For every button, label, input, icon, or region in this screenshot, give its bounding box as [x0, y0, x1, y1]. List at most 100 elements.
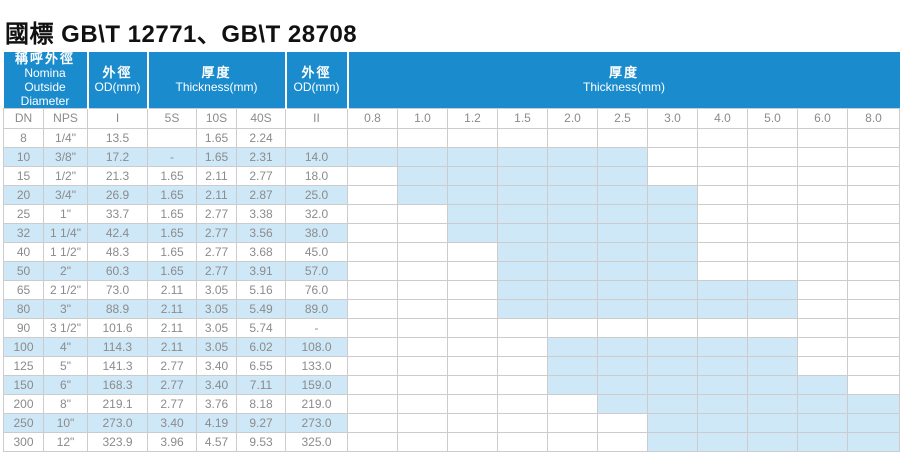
- thickness-availability-cell-0.8: [347, 128, 399, 149]
- thickness-availability-cell-1.5: [497, 318, 549, 339]
- group-label-zh: 外徑: [102, 64, 133, 80]
- thickness-availability-cell-6.0: [797, 261, 849, 282]
- thickness-availability-cell-1.5: [497, 185, 549, 206]
- group-od-series2: 外徑 OD(mm): [285, 52, 349, 109]
- thickness-availability-cell-4.0: [697, 128, 749, 149]
- sch40s-cell: 8.18: [235, 394, 287, 415]
- thickness-availability-cell-8.0: [847, 413, 900, 434]
- sch10s-cell: 3.05: [196, 318, 237, 339]
- od-series1-cell: 141.3: [87, 356, 148, 377]
- dn-cell: 25: [3, 204, 44, 225]
- nps-cell: 3 1/2": [43, 318, 88, 339]
- thickness-availability-cell-3.0: [647, 261, 699, 282]
- thickness-availability-cell-0.8: [347, 166, 399, 187]
- column-header-nps: NPS: [43, 108, 88, 130]
- thickness-availability-cell-8.0: [847, 166, 900, 187]
- od-series1-cell: 33.7: [87, 204, 148, 225]
- thickness-availability-cell-1.0: [397, 223, 449, 244]
- od-series2-cell: 219.0: [285, 394, 349, 415]
- dn-cell: 250: [3, 413, 44, 434]
- thickness-availability-cell-6.0: [797, 280, 849, 301]
- table-row-dn-125: 125 5" 141.3 2.77 3.40 6.55 133.0: [3, 356, 900, 377]
- table-row-dn-8: 8 1/4" 13.5 1.65 2.24: [3, 128, 900, 149]
- thickness-availability-cell-1.5: [497, 223, 549, 244]
- thickness-availability-cell-0.8: [347, 337, 399, 358]
- thickness-availability-cell-8.0: [847, 185, 900, 206]
- sch40s-cell: 9.27: [235, 413, 287, 434]
- sch40s-cell: 9.53: [235, 432, 287, 452]
- thickness-availability-cell-5.0: [747, 128, 799, 149]
- thickness-availability-cell-6.0: [797, 223, 849, 244]
- nps-cell: 6": [43, 375, 88, 396]
- column-header-0.8: 0.8: [347, 108, 399, 130]
- thickness-availability-cell-2.5: [597, 261, 649, 282]
- dn-cell: 10: [3, 147, 44, 168]
- sch40s-cell: 5.49: [235, 299, 287, 320]
- thickness-availability-cell-1.0: [397, 147, 449, 168]
- thickness-availability-cell-8.0: [847, 128, 900, 149]
- table-row-dn-100: 100 4" 114.3 2.11 3.05 6.02 108.0: [3, 337, 900, 358]
- thickness-availability-cell-5.0: [747, 356, 799, 377]
- group-label-zh: 外徑: [301, 64, 332, 80]
- thickness-availability-cell-3.0: [647, 432, 699, 452]
- thickness-availability-cell-8.0: [847, 432, 900, 452]
- sch10s-cell: 3.05: [196, 337, 237, 358]
- thickness-availability-cell-1.2: [447, 166, 499, 187]
- thickness-availability-cell-3.0: [647, 337, 699, 358]
- thickness-availability-cell-3.0: [647, 166, 699, 187]
- thickness-availability-cell-3.0: [647, 299, 699, 320]
- thickness-availability-cell-2.0: [547, 318, 599, 339]
- sch10s-cell: 1.65: [196, 147, 237, 168]
- od-series2-cell: 57.0: [285, 261, 349, 282]
- table-row-dn-25: 25 1" 33.7 1.65 2.77 3.38 32.0: [3, 204, 900, 225]
- thickness-availability-cell-6.0: [797, 166, 849, 187]
- group-header-row: 稱呼外徑 Nomina Outside Diameter 外徑 OD(mm) 厚…: [3, 51, 900, 109]
- thickness-availability-cell-6.0: [797, 204, 849, 225]
- thickness-availability-cell-2.5: [597, 318, 649, 339]
- thickness-availability-cell-1.2: [447, 432, 499, 452]
- thickness-availability-cell-4.0: [697, 356, 749, 377]
- od-series2-cell: 18.0: [285, 166, 349, 187]
- group-thickness-series1: 厚度 Thickness(mm): [147, 52, 287, 109]
- thickness-availability-cell-1.0: [397, 128, 449, 149]
- dn-cell: 50: [3, 261, 44, 282]
- thickness-availability-cell-1.5: [497, 413, 549, 434]
- od-series2-cell: 159.0: [285, 375, 349, 396]
- thickness-availability-cell-1.5: [497, 166, 549, 187]
- thickness-availability-cell-4.0: [697, 204, 749, 225]
- thickness-availability-cell-6.0: [797, 432, 849, 452]
- thickness-availability-cell-5.0: [747, 299, 799, 320]
- thickness-availability-cell-0.8: [347, 394, 399, 415]
- thickness-availability-cell-2.0: [547, 299, 599, 320]
- sch5s-cell: 1.65: [147, 261, 197, 282]
- thickness-availability-cell-5.0: [747, 261, 799, 282]
- thickness-availability-cell-6.0: [797, 413, 849, 434]
- thickness-availability-cell-2.5: [597, 432, 649, 452]
- page-title: 國標 GB\T 12771、GB\T 28708: [5, 21, 358, 48]
- od-series2-cell: 38.0: [285, 223, 349, 244]
- thickness-availability-cell-2.5: [597, 147, 649, 168]
- group-label-en: OD(mm): [293, 79, 340, 94]
- thickness-availability-cell-4.0: [697, 280, 749, 301]
- thickness-availability-cell-2.5: [597, 413, 649, 434]
- od-series2-cell: 25.0: [285, 185, 349, 206]
- thickness-availability-cell-5.0: [747, 394, 799, 415]
- thickness-availability-cell-4.0: [697, 394, 749, 415]
- thickness-availability-cell-8.0: [847, 204, 900, 225]
- thickness-availability-cell-4.0: [697, 432, 749, 452]
- thickness-availability-cell-1.2: [447, 147, 499, 168]
- thickness-availability-cell-6.0: [797, 147, 849, 168]
- od-series1-cell: 273.0: [87, 413, 148, 434]
- thickness-availability-cell-5.0: [747, 318, 799, 339]
- thickness-availability-cell-4.0: [697, 242, 749, 263]
- sch10s-cell: 3.05: [196, 280, 237, 301]
- od-series2-cell: 133.0: [285, 356, 349, 377]
- thickness-availability-cell-0.8: [347, 413, 399, 434]
- table-row-dn-65: 65 2 1/2" 73.0 2.11 3.05 5.16 76.0: [3, 280, 900, 301]
- thickness-availability-cell-1.5: [497, 299, 549, 320]
- thickness-availability-cell-6.0: [797, 318, 849, 339]
- dn-cell: 32: [3, 223, 44, 244]
- thickness-availability-cell-1.5: [497, 280, 549, 301]
- thickness-availability-cell-2.0: [547, 413, 599, 434]
- thickness-availability-cell-1.2: [447, 413, 499, 434]
